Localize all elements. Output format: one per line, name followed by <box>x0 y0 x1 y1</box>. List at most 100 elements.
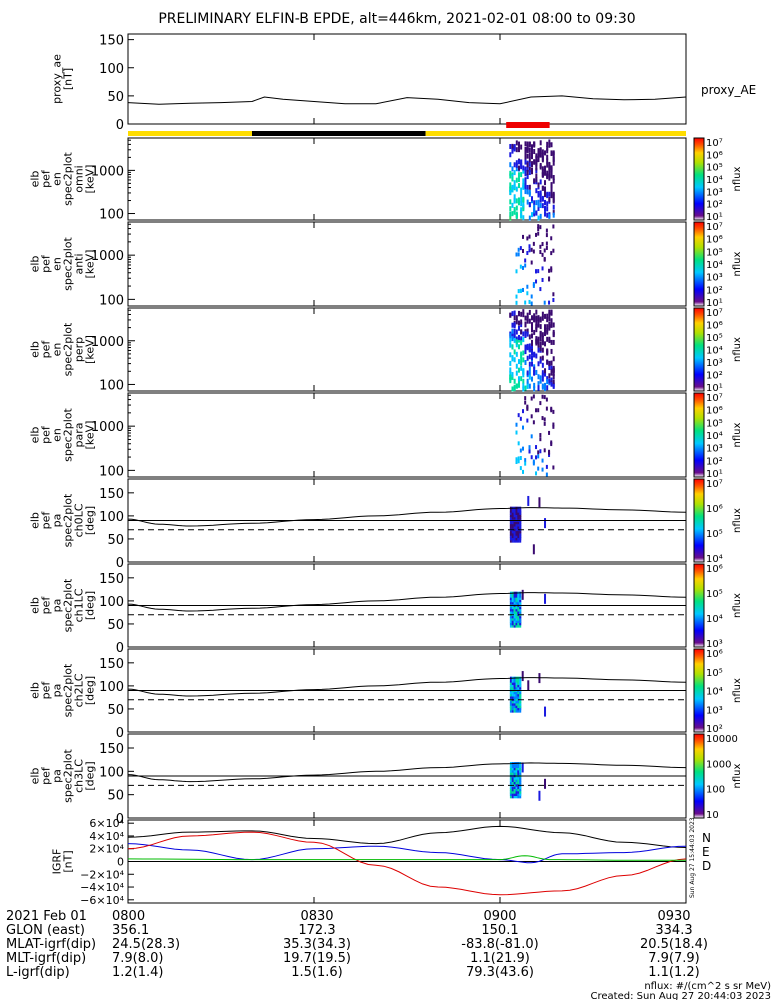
y-tick-label: 1000 <box>91 420 124 435</box>
heatmap-cell <box>541 166 544 172</box>
heatmap-cell <box>552 356 555 362</box>
pitch-panel-ylabel: elb <box>29 512 42 529</box>
heatmap-cell <box>511 676 514 683</box>
heatmap-cell <box>531 148 533 154</box>
pitch-solid-curve <box>127 592 687 612</box>
heatmap-cell <box>537 231 540 236</box>
footer-row-value: 1.5(1.6) <box>291 965 343 980</box>
heatmap-cell <box>530 396 533 401</box>
heatmap-cell <box>533 211 536 217</box>
heatmap-cell <box>533 352 536 358</box>
heatmap-cell <box>528 189 531 195</box>
y-tick-label: 1000 <box>91 249 124 264</box>
colorbar-tick-label: 10⁶ <box>706 406 723 417</box>
heatmap-cell <box>537 215 540 221</box>
heatmap-cell <box>537 408 540 413</box>
heatmap-cell <box>515 351 518 357</box>
heatmap-cell <box>515 339 518 345</box>
heatmap-cell <box>528 167 531 173</box>
heatmap-cell <box>548 268 551 273</box>
y-tick-label: 50 <box>107 618 124 633</box>
heatmap-cell <box>520 322 523 328</box>
proxy-ae-line <box>127 95 687 105</box>
heatmap-cell <box>509 189 512 195</box>
heatmap-cell <box>550 251 553 256</box>
heatmap-cell <box>515 315 518 321</box>
heatmap-cell <box>535 165 538 171</box>
heatmap-cell <box>539 287 542 292</box>
heatmap-cell <box>544 331 547 337</box>
heatmap-cell <box>546 376 549 382</box>
heatmap-cell <box>535 269 538 274</box>
heatmap-cell <box>541 347 544 353</box>
heatmap-cell <box>550 268 553 273</box>
heatmap-cell <box>522 234 525 239</box>
colorbar-label: nflux <box>732 593 743 618</box>
heatmap-cell <box>552 191 555 197</box>
heatmap-cell <box>520 192 523 198</box>
heatmap-cell <box>515 422 518 427</box>
heatmap-cell <box>513 762 516 768</box>
heatmap-cell <box>515 329 518 335</box>
heatmap-cell <box>552 367 555 373</box>
heatmap-cell <box>515 591 518 598</box>
heatmap-cell <box>541 332 544 338</box>
heatmap-cell <box>526 418 529 423</box>
heatmap-cell <box>519 762 522 768</box>
heatmap-cell <box>532 394 535 399</box>
heatmap-cell <box>511 166 514 172</box>
heatmap-cell <box>537 347 540 353</box>
heatmap-cell <box>550 339 553 345</box>
heatmap-cell <box>548 365 551 371</box>
heatmap-cell <box>539 375 542 381</box>
heatmap-cell <box>509 762 512 768</box>
pitch-solid-curve <box>127 762 687 783</box>
heatmap-cell <box>552 379 555 385</box>
heatmap-cell <box>524 189 527 195</box>
heatmap-cell <box>511 176 514 182</box>
heatmap-cell <box>515 460 518 465</box>
heatmap-cell <box>535 455 538 460</box>
heatmap-cell <box>533 159 536 165</box>
y-tick-label: 0 <box>117 856 124 869</box>
pitch-panel-ylabel: [deg] <box>84 591 97 620</box>
energy-panel-ylabel: anti <box>73 253 86 274</box>
heatmap-cell <box>550 365 553 371</box>
heatmap-cell <box>524 458 527 463</box>
heatmap-cell <box>541 149 544 155</box>
heatmap-cell <box>544 518 547 529</box>
heatmap-cell <box>548 196 551 202</box>
heatmap-cell <box>541 266 544 271</box>
heatmap-cell <box>533 208 536 214</box>
heatmap-cell <box>524 344 527 350</box>
heatmap-cell <box>531 151 533 157</box>
heatmap-cell <box>509 162 512 168</box>
heatmap-cell <box>546 162 549 168</box>
heatmap-cell <box>517 183 520 189</box>
heatmap-cell <box>533 370 536 376</box>
heatmap-cell <box>550 236 553 241</box>
heatmap-cell <box>533 386 536 392</box>
heatmap-cell <box>520 336 523 342</box>
heatmap-cell <box>541 340 544 346</box>
footer-ephemeris: 2021 Feb 01 0800 0830 0900 0930 GLON (east) 35… <box>6 909 771 1000</box>
colorbar-tick-label: 10⁴ <box>706 260 723 271</box>
heatmap-cell <box>548 139 551 145</box>
energy-panel-ylabel: elb <box>29 171 42 188</box>
pitch-panel-ylabel: pef <box>40 596 53 615</box>
heatmap-cell <box>528 234 531 239</box>
heatmap-cell <box>537 336 540 342</box>
heatmap-cell <box>517 165 520 171</box>
heatmap-cell <box>524 300 527 305</box>
pitch-panel-ylabel: [deg] <box>84 676 97 705</box>
heatmap-cell <box>537 269 540 274</box>
proxy-ae-ylabel: [nT] <box>62 68 75 90</box>
heatmap-cell <box>513 676 516 683</box>
energy-panel-ylabel: pef <box>40 254 53 273</box>
heatmap-cell <box>539 193 542 199</box>
pitch-panel-ylabel: ch0LC <box>73 503 86 537</box>
colorbar-label: nflux <box>732 422 743 447</box>
heatmap-cell <box>513 378 516 384</box>
colorbar-tick-label: 10⁶ <box>706 564 723 575</box>
colorbar-tick-label: 10⁶ <box>706 504 723 515</box>
